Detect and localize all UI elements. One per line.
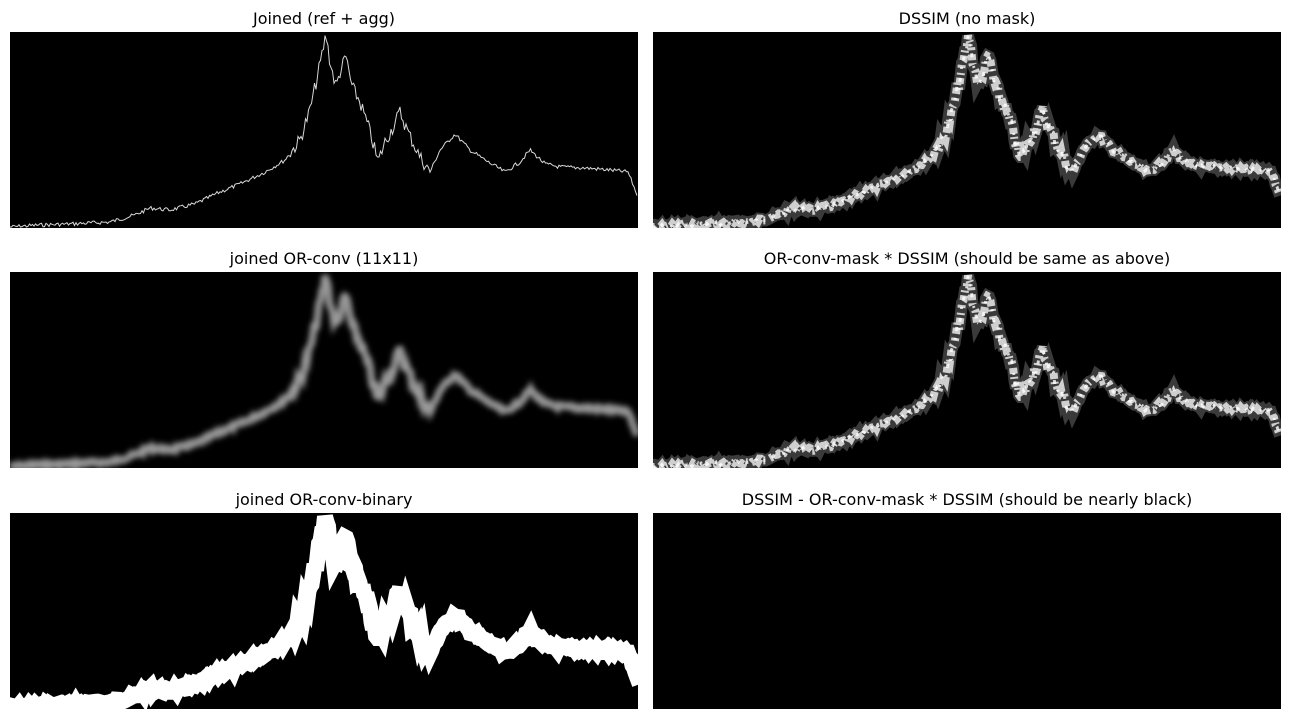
signal-line — [10, 35, 638, 228]
panel-title: OR-conv-mask * DSSIM (should be same as … — [763, 249, 1171, 268]
panel-or-conv-binary: joined OR-conv-binary — [10, 488, 638, 710]
signal-band — [10, 274, 638, 468]
panel-masked-dssim: OR-conv-mask * DSSIM (should be same as … — [653, 247, 1281, 469]
image-or-conv — [10, 272, 638, 468]
panel-title: joined OR-conv-binary — [235, 490, 413, 509]
panel-dssim-no-mask: DSSIM (no mask) — [653, 7, 1281, 229]
image-masked-dssim — [653, 272, 1281, 468]
signal-band — [653, 33, 1281, 228]
image-dssim-no-mask — [653, 32, 1281, 228]
panel-title: DSSIM - OR-conv-mask * DSSIM (should be … — [741, 490, 1193, 509]
signal-band — [653, 273, 1281, 468]
image-joined — [10, 32, 638, 228]
signal-plot — [653, 513, 1281, 709]
panel-or-conv: joined OR-conv (11x11) — [10, 247, 638, 469]
signal-mask — [10, 514, 638, 709]
signal-plot — [10, 35, 638, 228]
signal-core — [10, 275, 638, 468]
image-or-conv-binary — [10, 513, 638, 709]
signal-texture — [653, 274, 1281, 468]
panel-title: joined OR-conv (11x11) — [229, 249, 419, 268]
panel-difference: DSSIM - OR-conv-mask * DSSIM (should be … — [653, 488, 1281, 710]
signal-plot — [10, 274, 638, 468]
panel-joined: Joined (ref + agg) — [10, 7, 638, 229]
panel-title: DSSIM (no mask) — [898, 9, 1036, 28]
signal-plot — [10, 514, 638, 709]
signal-plot — [653, 273, 1281, 468]
signal-plot — [653, 33, 1281, 228]
signal-texture — [653, 34, 1281, 228]
image-difference — [653, 513, 1281, 709]
panel-title: Joined (ref + agg) — [252, 9, 396, 28]
